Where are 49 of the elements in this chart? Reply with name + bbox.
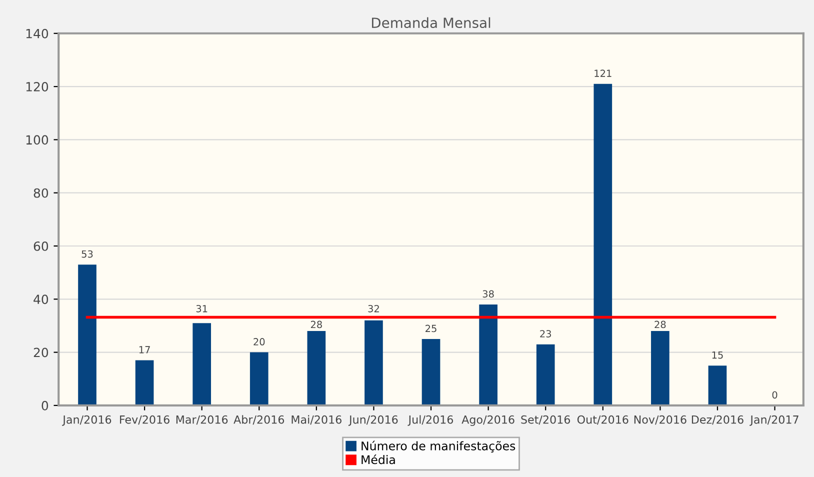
data-label: 28: [310, 320, 322, 328]
x-tick-label: Fev/2016: [120, 415, 170, 425]
bar: [250, 352, 268, 406]
bar: [536, 344, 555, 406]
data-label: 28: [654, 320, 666, 328]
x-tick-label: Mai/2016: [292, 415, 342, 425]
y-tick-label: 140: [26, 28, 48, 38]
bar: [78, 264, 96, 406]
x-tick-label: Ago/2016: [462, 415, 514, 426]
x-tick-label: Jun/2016: [348, 415, 398, 426]
bar: [307, 331, 326, 406]
bar: [422, 339, 440, 406]
bar: [708, 366, 727, 406]
x-tick-label: Jan/2016: [62, 415, 112, 426]
bar: [364, 320, 383, 406]
data-label: 31: [196, 304, 208, 312]
bar: [192, 323, 212, 406]
data-label: 32: [368, 304, 379, 312]
bar: [594, 84, 612, 406]
data-label: 121: [594, 70, 612, 77]
legend-label: Média: [362, 454, 395, 464]
x-tick-label: Jul/2016: [408, 415, 454, 426]
y-tick-label: 20: [34, 348, 48, 358]
y-tick-label: 0: [42, 400, 48, 410]
data-label: 23: [540, 330, 552, 338]
x-tick-label: Jan/2017: [750, 415, 798, 426]
bar: [479, 304, 498, 406]
legend-label: Número de manifestações: [362, 440, 516, 452]
y-tick-label: 100: [26, 135, 48, 145]
data-label: 0: [772, 391, 778, 399]
x-tick-label: Dez/2016: [692, 415, 744, 425]
data-label: 20: [254, 338, 265, 346]
x-tick-label: Nov/2016: [634, 415, 686, 425]
y-tick-label: 80: [34, 188, 48, 198]
y-tick-label: 40: [34, 294, 48, 304]
chart-title: Demanda Mensal: [372, 17, 490, 28]
x-tick-label: Out/2016: [577, 415, 628, 425]
bar: [135, 360, 154, 406]
data-label: 17: [139, 346, 150, 354]
y-tick-label: 120: [26, 82, 48, 92]
data-label: 53: [82, 250, 93, 258]
x-tick-label: Abr/2016: [234, 415, 284, 425]
data-label: 15: [712, 351, 723, 359]
y-tick-label: 60: [34, 241, 48, 251]
x-tick-label: Mar/2016: [176, 415, 228, 425]
data-label: 38: [482, 290, 494, 298]
x-tick-label: Set/2016: [521, 415, 570, 425]
data-label: 25: [426, 324, 436, 332]
bar: [651, 331, 670, 406]
